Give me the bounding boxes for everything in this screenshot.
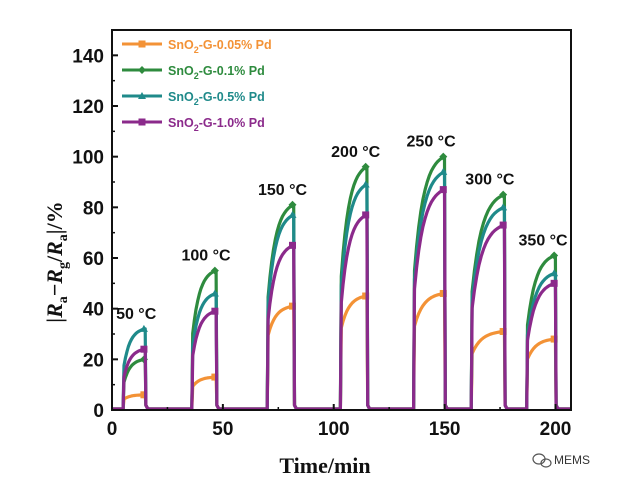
- x-tick-label: 0: [107, 419, 118, 440]
- legend: SnO2-G-0.05% Pd SnO2-G-0.1% Pd SnO2-G-0.5%…: [122, 38, 272, 133]
- peak-marker-s1-c1: [210, 266, 219, 275]
- legend-marker-1: [138, 66, 146, 74]
- peak-marker-s2-c6: [550, 269, 559, 277]
- peak-marker-s0-c1: [211, 373, 219, 381]
- wechat-icon: [532, 453, 552, 468]
- watermark: MEMS: [532, 453, 590, 468]
- legend-label-1: SnO2-G-0.1% Pd: [168, 64, 265, 81]
- plot-marks: [112, 152, 571, 411]
- legend-label-3: SnO2-G-1.0% Pd: [168, 116, 265, 133]
- watermark-text: MEMS: [554, 453, 590, 467]
- plot-frame: [111, 29, 572, 411]
- axes: 0 50 100 150 200 0 20 40 60 80 100 120 140: [72, 29, 572, 440]
- y-tick-label: 40: [83, 300, 104, 321]
- legend-label-0: SnO2-G-0.05% Pd: [168, 38, 272, 55]
- x-axis-label: Time/min: [279, 453, 370, 478]
- temperature-label: 350 °C: [519, 232, 569, 249]
- temperature-label: 150 °C: [258, 182, 308, 199]
- temperature-label: 300 °C: [465, 172, 515, 189]
- peak-marker-s1-c3: [361, 162, 370, 171]
- x-tick-label: 150: [429, 419, 461, 440]
- peak-marker-s2-c1: [210, 289, 219, 297]
- peak-marker-s1-c5: [499, 190, 508, 199]
- peak-marker-s1-c4: [439, 152, 448, 161]
- peak-marker-s1-c6: [550, 251, 559, 260]
- peak-marker-s3-c2: [288, 241, 296, 249]
- peak-marker-s3-c3: [362, 211, 370, 219]
- y-tick-label: 140: [72, 46, 104, 67]
- x-tick-label: 50: [212, 419, 233, 440]
- y-axis-label: |Ra−Rg/Ra|/%: [42, 201, 71, 323]
- temperature-label: 200 °C: [331, 144, 381, 161]
- peak-marker-s3-c5: [499, 221, 507, 229]
- legend-marker-0: [138, 40, 146, 48]
- peak-marker-s0-c0: [140, 391, 148, 399]
- peak-marker-s3-c0: [140, 345, 148, 353]
- peak-marker-s0-c4: [439, 289, 447, 297]
- svg-text:|Ra−Rg/Ra|/%: |Ra−Rg/Ra|/%: [42, 201, 71, 323]
- annotations: 50 °C 100 °C 150 °C 200 °C 250 °C 300 °C 350 °…: [116, 134, 568, 323]
- legend-marker-3: [138, 118, 146, 126]
- peak-marker-s3-c1: [211, 307, 219, 315]
- peak-marker-s2-c5: [499, 203, 508, 211]
- peak-marker-s2-c2: [288, 210, 297, 218]
- peak-marker-s2-c0: [139, 324, 148, 332]
- y-tick-label: 100: [72, 148, 104, 169]
- peak-marker-s1-c2: [288, 200, 297, 209]
- temperature-label: 50 °C: [116, 306, 157, 323]
- y-tick-label: 80: [83, 198, 104, 219]
- y-tick-label: 0: [93, 401, 104, 422]
- peak-marker-s2-c3: [361, 180, 370, 188]
- peak-marker-s0-c5: [499, 327, 507, 335]
- y-tick-label: 20: [83, 350, 104, 371]
- temperature-label: 100 °C: [181, 248, 231, 265]
- peak-marker-s3-c6: [550, 279, 558, 287]
- x-tick-label: 100: [318, 419, 350, 440]
- y-tick-label: 120: [72, 97, 104, 118]
- temperature-label: 250 °C: [407, 134, 457, 151]
- peak-marker-s3-c4: [439, 186, 447, 194]
- x-tick-label: 200: [540, 419, 572, 440]
- y-tick-label: 60: [83, 249, 104, 270]
- legend-label-2: SnO2-G-0.5% Pd: [168, 90, 265, 107]
- peak-marker-s2-c4: [439, 167, 448, 175]
- legend-marker-2: [138, 92, 146, 99]
